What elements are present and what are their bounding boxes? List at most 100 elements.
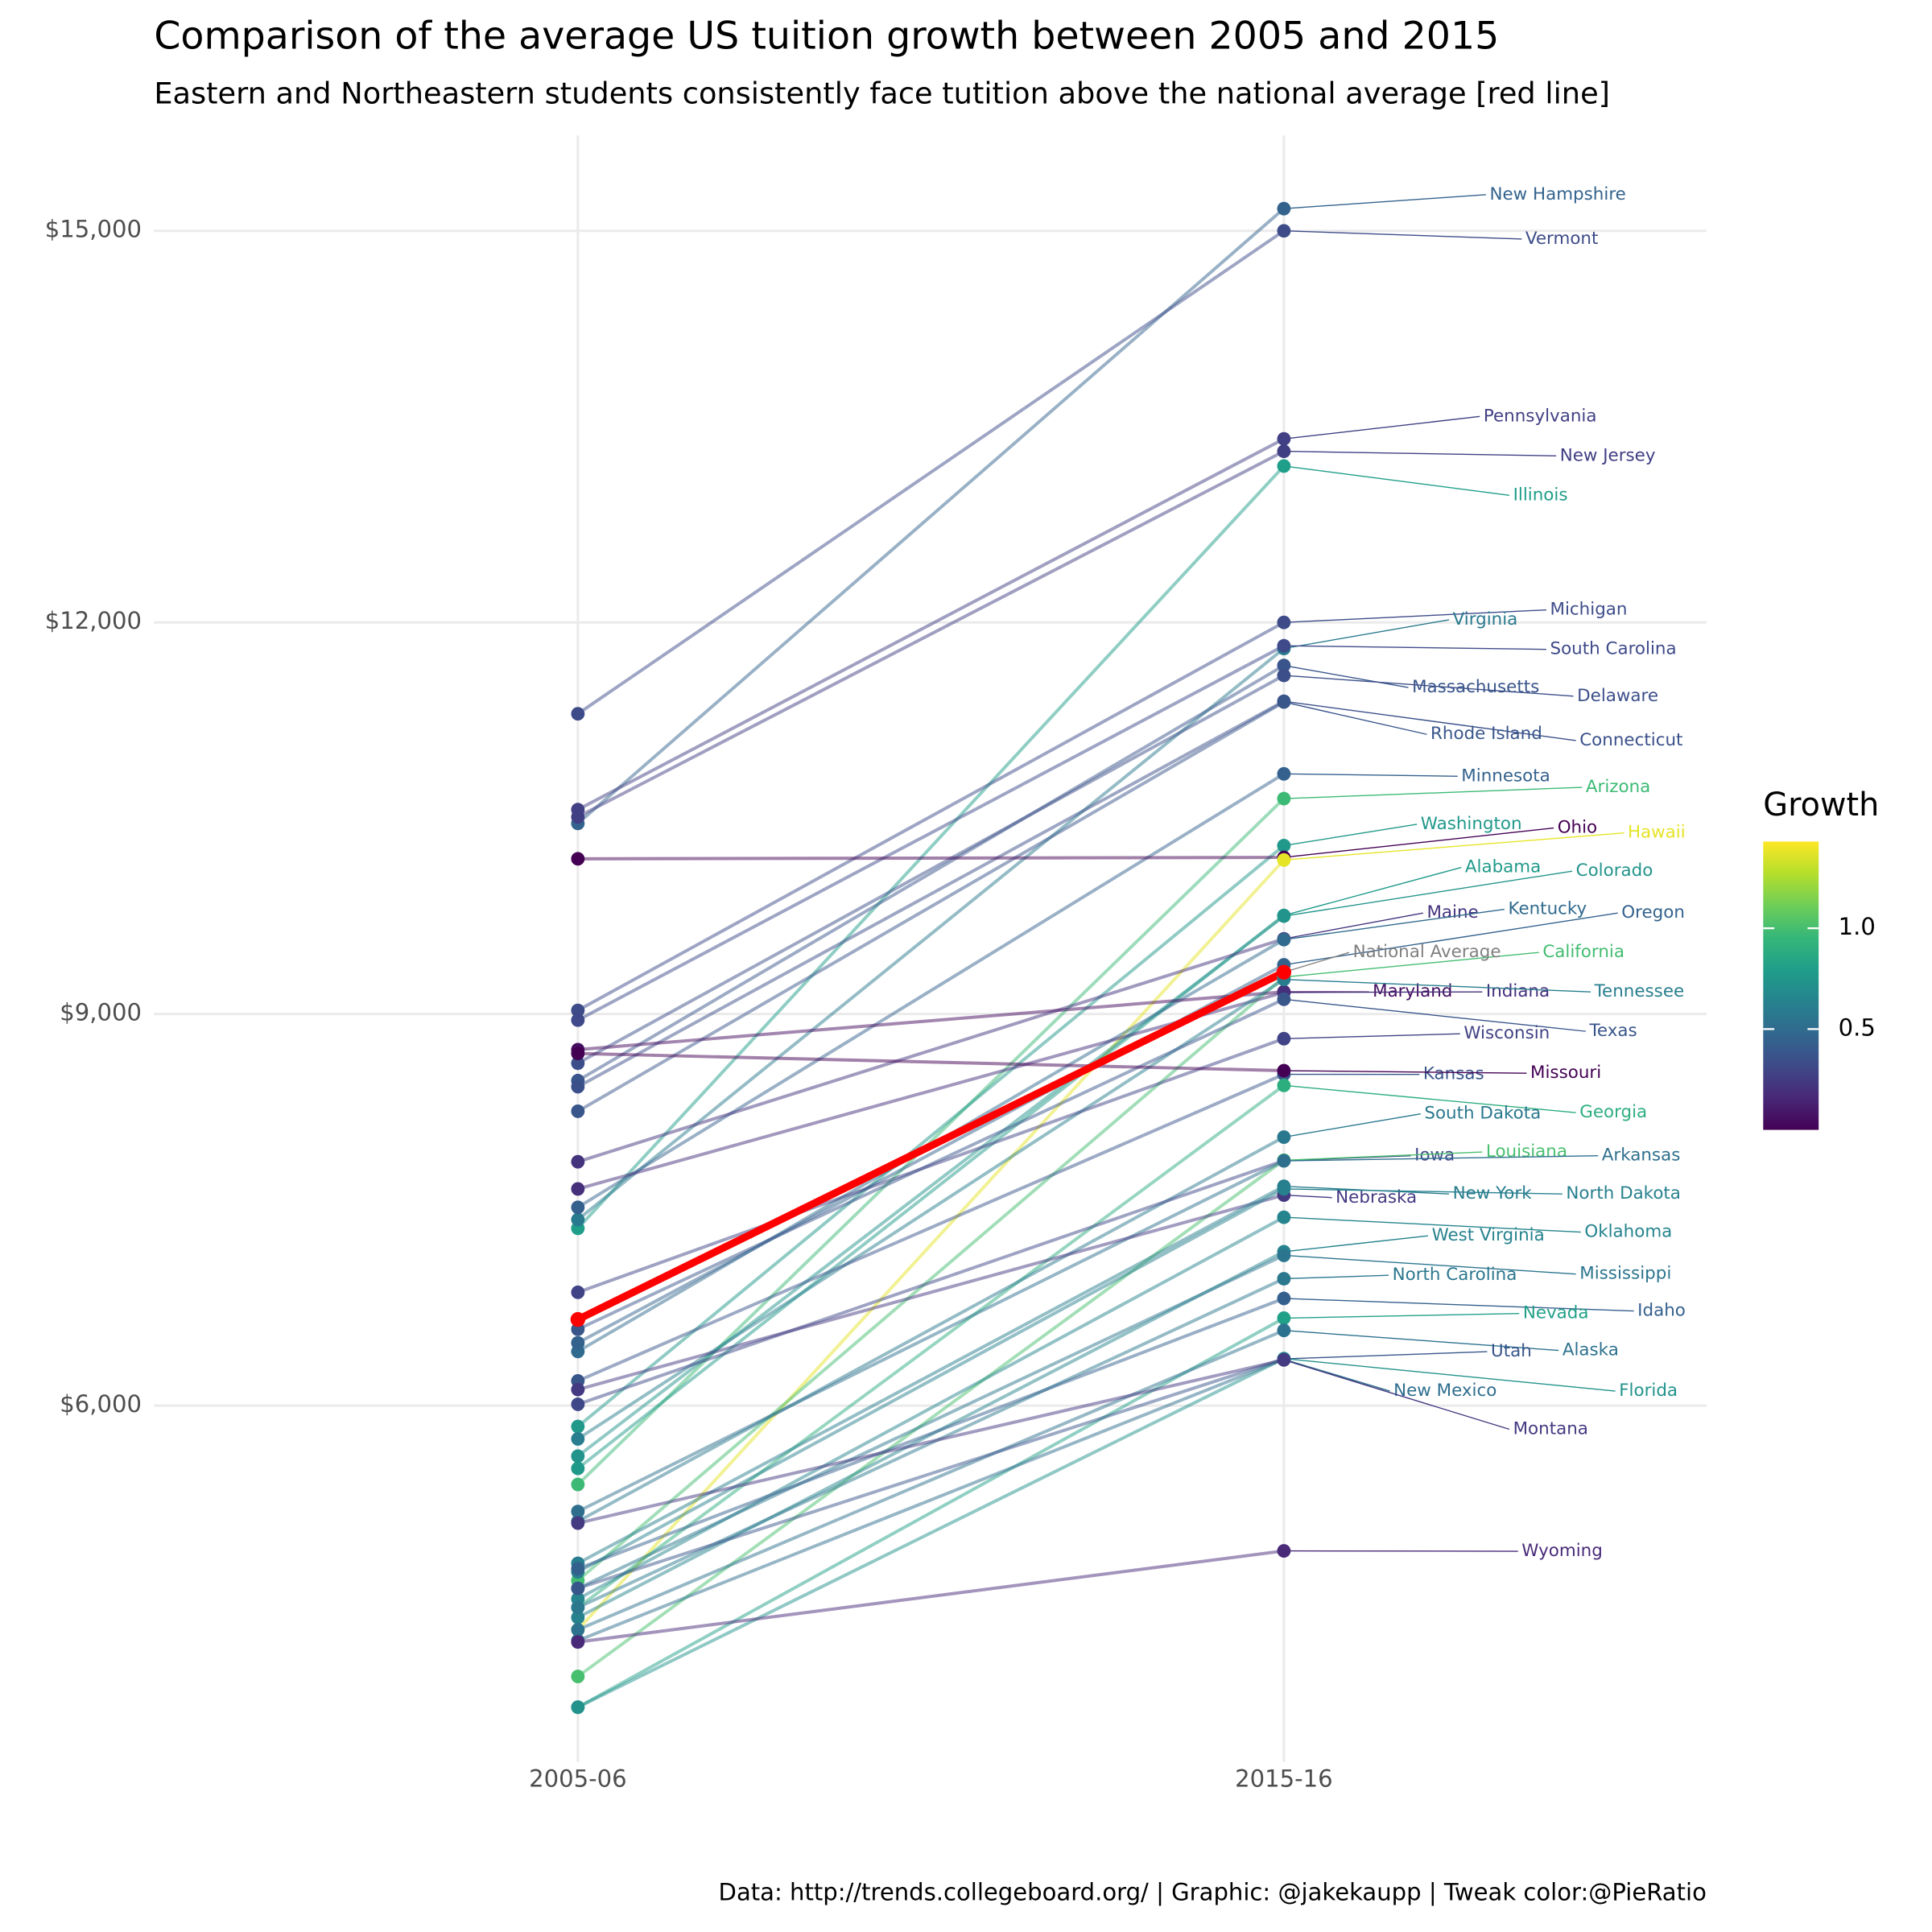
dot bbox=[571, 1610, 585, 1624]
dot bbox=[1277, 615, 1291, 630]
grid: $6,000 $9,000 $12,000 $15,000 2005-06 2015-16 bbox=[45, 135, 1707, 1793]
dot bbox=[1277, 791, 1291, 806]
series-label: California bbox=[1542, 942, 1624, 962]
slope-line bbox=[576, 700, 1285, 1088]
y-tick-label: $15,000 bbox=[45, 216, 142, 243]
dot bbox=[1277, 839, 1291, 852]
leader-line bbox=[1283, 1113, 1421, 1138]
colorbar-title: Growth bbox=[1763, 786, 1879, 824]
dot bbox=[1277, 695, 1291, 709]
slope-line bbox=[577, 856, 1284, 861]
dot bbox=[571, 1419, 585, 1434]
dot bbox=[1277, 1210, 1291, 1224]
leader-line bbox=[1283, 194, 1486, 209]
series-label: Wisconsin bbox=[1463, 1023, 1550, 1043]
dot bbox=[571, 810, 585, 824]
series-label: Alabama bbox=[1465, 857, 1541, 877]
colorbar: Growth 0.5 1.0 bbox=[1763, 786, 1879, 1130]
dot bbox=[571, 1080, 585, 1094]
leader-line bbox=[1283, 1274, 1389, 1280]
series-label: Utah bbox=[1491, 1341, 1532, 1361]
slope-line bbox=[576, 674, 1285, 1065]
slope-line bbox=[577, 1357, 1285, 1591]
slope-line bbox=[576, 976, 1286, 1582]
dot bbox=[1277, 201, 1291, 216]
series-label: Tennessee bbox=[1594, 981, 1685, 1001]
dot bbox=[571, 707, 585, 721]
slope-line bbox=[576, 1159, 1285, 1513]
slope-line bbox=[576, 1158, 1286, 1678]
dot bbox=[571, 1562, 585, 1576]
dot bbox=[570, 1311, 586, 1327]
dot bbox=[1277, 1130, 1291, 1144]
series-label: Idaho bbox=[1637, 1301, 1686, 1321]
leader-line bbox=[1283, 1359, 1510, 1430]
series-label: Massachusetts bbox=[1412, 677, 1539, 697]
dot bbox=[571, 1335, 585, 1350]
leader-line bbox=[1283, 1194, 1332, 1199]
dot bbox=[571, 852, 585, 866]
series-label: National Average bbox=[1353, 942, 1501, 962]
series-label: Delaware bbox=[1577, 686, 1658, 706]
slope-line bbox=[577, 1193, 1285, 1392]
series-label: Nevada bbox=[1523, 1303, 1589, 1323]
leader-line bbox=[1283, 1188, 1563, 1195]
series-label: Minnesota bbox=[1461, 766, 1550, 786]
slope-line bbox=[577, 1158, 1285, 1406]
slope-line bbox=[576, 437, 1285, 811]
dot bbox=[1277, 224, 1291, 238]
slope-line bbox=[577, 990, 1285, 1191]
dot bbox=[1277, 431, 1291, 446]
dot bbox=[571, 1182, 585, 1196]
leader-line bbox=[1283, 991, 1483, 993]
dot bbox=[571, 1505, 585, 1519]
leader-line bbox=[1283, 1216, 1581, 1233]
series-label: Indiana bbox=[1486, 981, 1550, 1001]
series-label: Mississippi bbox=[1579, 1264, 1671, 1284]
leader-line bbox=[1283, 619, 1450, 650]
leader-line bbox=[1283, 230, 1522, 240]
series-label: New Hampshire bbox=[1490, 184, 1626, 204]
dot bbox=[1277, 444, 1291, 459]
series-label: Oregon bbox=[1621, 902, 1685, 923]
slope-line bbox=[576, 449, 1285, 819]
slope-line bbox=[576, 1084, 1286, 1609]
leader-line bbox=[1283, 665, 1409, 688]
series-label: Hawaii bbox=[1628, 823, 1686, 843]
slope-line bbox=[577, 1297, 1285, 1571]
series-label: Iowa bbox=[1414, 1146, 1455, 1166]
slope-line bbox=[577, 1358, 1285, 1525]
dot bbox=[1277, 1352, 1291, 1367]
slope-line bbox=[577, 1072, 1285, 1383]
colorbar-tick-label: 1.0 bbox=[1839, 913, 1876, 940]
leader-line bbox=[1283, 952, 1539, 978]
leader-line bbox=[1283, 465, 1510, 496]
leader-line bbox=[1283, 1298, 1634, 1312]
dot bbox=[1277, 766, 1291, 781]
dot bbox=[571, 1449, 585, 1463]
slope-line bbox=[577, 1253, 1285, 1590]
dot bbox=[571, 1397, 585, 1411]
dot bbox=[571, 1056, 585, 1071]
series-label: Alaska bbox=[1563, 1340, 1619, 1360]
dot bbox=[1277, 1544, 1291, 1558]
leader-line bbox=[1283, 1330, 1559, 1352]
y-tick-label: $9,000 bbox=[60, 999, 142, 1026]
dot bbox=[1277, 1182, 1291, 1196]
dot bbox=[1277, 1154, 1291, 1168]
leader-line bbox=[1283, 824, 1418, 847]
series-label: Pennsylvania bbox=[1484, 406, 1597, 426]
leader-line bbox=[1283, 827, 1554, 858]
dot bbox=[1277, 1249, 1291, 1262]
average-line bbox=[576, 968, 1286, 1323]
dot bbox=[1277, 932, 1291, 947]
leader-line bbox=[1283, 786, 1583, 799]
slope-line bbox=[577, 1328, 1285, 1632]
series-label: Rhode Island bbox=[1430, 724, 1542, 744]
labels: New Hampshire Vermont Pennsylvania New Jers… bbox=[1283, 184, 1686, 1561]
dot bbox=[1277, 658, 1291, 673]
series-label: North Dakota bbox=[1566, 1183, 1681, 1203]
series-label: Texas bbox=[1588, 1021, 1637, 1041]
